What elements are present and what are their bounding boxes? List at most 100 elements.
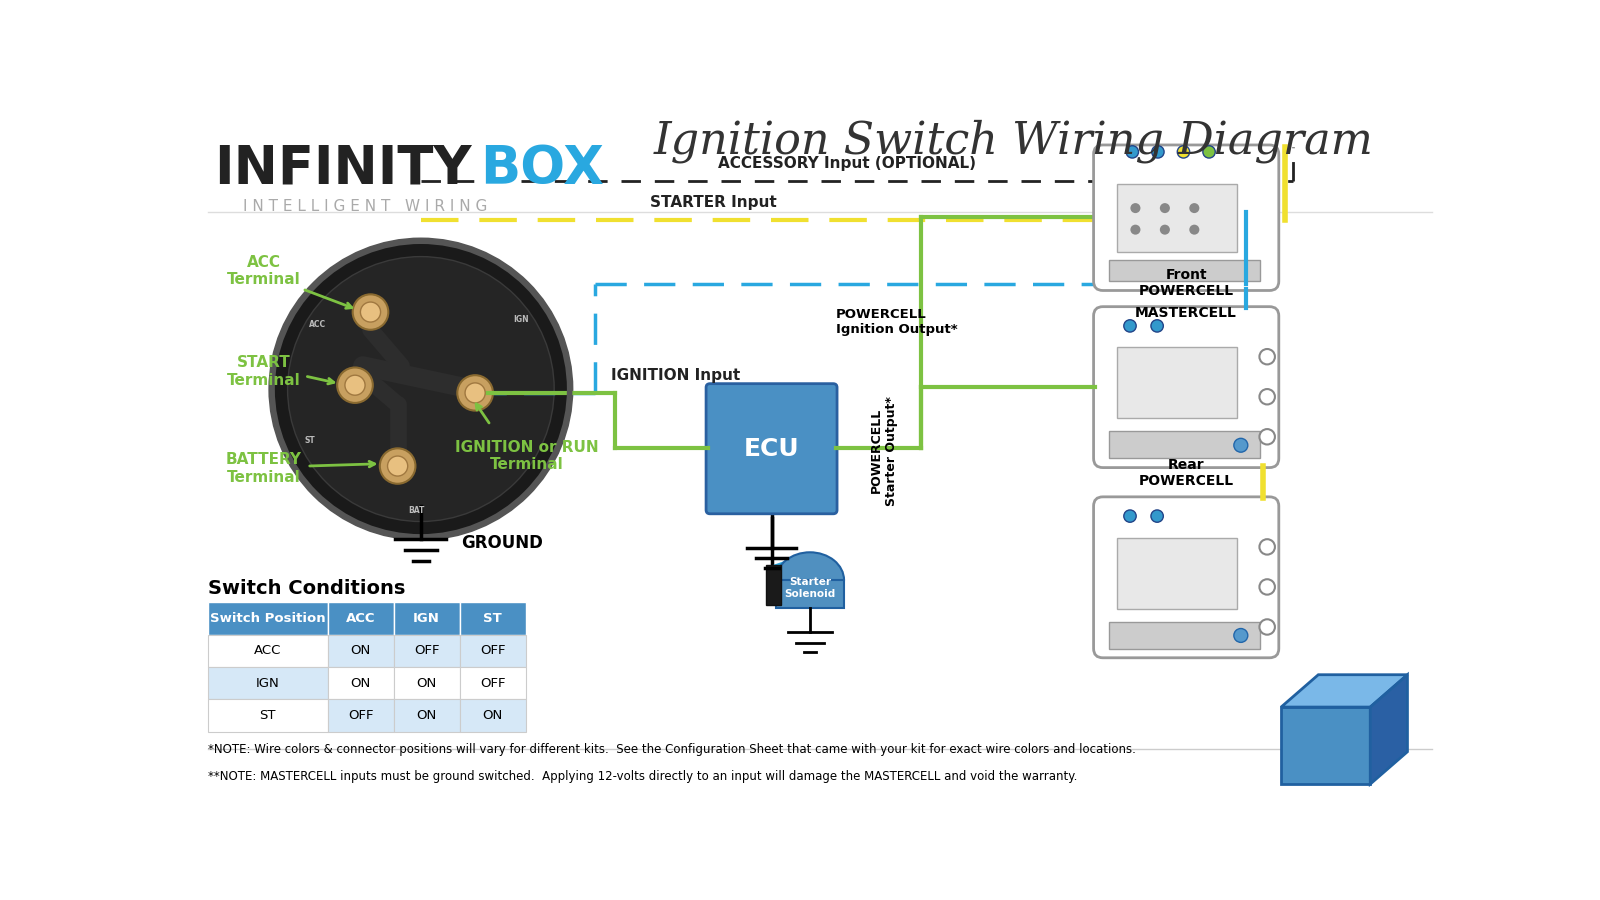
Circle shape	[1234, 438, 1248, 452]
Circle shape	[1178, 146, 1190, 158]
Circle shape	[1130, 203, 1141, 213]
Bar	[328, 634, 394, 667]
Text: Starter
Solenoid: Starter Solenoid	[784, 577, 835, 598]
Circle shape	[1259, 429, 1275, 445]
Circle shape	[1130, 225, 1141, 235]
Circle shape	[1259, 349, 1275, 364]
Text: ACC: ACC	[309, 320, 325, 329]
Text: ST: ST	[483, 612, 502, 625]
Circle shape	[1234, 628, 1248, 643]
Text: Switch Conditions: Switch Conditions	[208, 580, 405, 598]
Text: I N T E L L I G E N T   W I R I N G: I N T E L L I G E N T W I R I N G	[243, 199, 486, 214]
Circle shape	[387, 456, 408, 476]
Circle shape	[270, 238, 573, 539]
Polygon shape	[1282, 707, 1370, 784]
Circle shape	[1189, 203, 1200, 213]
Text: Rear
POWERCELL: Rear POWERCELL	[1139, 458, 1234, 489]
Bar	[1109, 622, 1261, 649]
Text: BOX: BOX	[480, 142, 605, 194]
Bar	[394, 667, 459, 699]
Circle shape	[1123, 320, 1136, 332]
Circle shape	[1160, 225, 1170, 235]
Bar	[1117, 537, 1237, 608]
Text: GROUND: GROUND	[461, 534, 542, 552]
Bar	[208, 699, 328, 732]
Text: OFF: OFF	[414, 644, 440, 657]
Text: MASTERCELL: MASTERCELL	[1136, 306, 1237, 319]
FancyBboxPatch shape	[1093, 497, 1278, 658]
Bar	[394, 699, 459, 732]
Bar	[328, 699, 394, 732]
Text: POWERCELL
Starter Output*: POWERCELL Starter Output*	[869, 396, 898, 506]
Circle shape	[1150, 320, 1163, 332]
Text: OFF: OFF	[480, 677, 506, 689]
Circle shape	[1259, 580, 1275, 595]
Circle shape	[379, 448, 416, 484]
Text: **NOTE: MASTERCELL inputs must be ground switched.  Applying 12-volts directly t: **NOTE: MASTERCELL inputs must be ground…	[208, 770, 1077, 782]
FancyBboxPatch shape	[706, 383, 837, 514]
Circle shape	[1259, 619, 1275, 634]
Circle shape	[1259, 389, 1275, 404]
Bar	[1117, 184, 1237, 252]
Bar	[459, 634, 525, 667]
Circle shape	[1189, 225, 1200, 235]
Text: OFF: OFF	[349, 709, 373, 722]
Circle shape	[1203, 146, 1216, 158]
Text: STARTER Input: STARTER Input	[650, 194, 776, 210]
Text: Ignition Switch Wiring Diagram: Ignition Switch Wiring Diagram	[654, 120, 1374, 163]
Bar	[208, 667, 328, 699]
Circle shape	[466, 382, 485, 403]
Circle shape	[288, 256, 554, 521]
Circle shape	[1150, 510, 1163, 522]
Bar	[328, 602, 394, 634]
Text: ACC: ACC	[346, 612, 376, 625]
FancyBboxPatch shape	[1093, 307, 1278, 468]
Ellipse shape	[776, 553, 845, 608]
Polygon shape	[1282, 675, 1408, 707]
Text: Switch Position: Switch Position	[210, 612, 326, 625]
Text: START
Terminal: START Terminal	[227, 356, 301, 388]
Text: BATTERY
Terminal: BATTERY Terminal	[226, 452, 301, 484]
Text: ACC
Terminal: ACC Terminal	[227, 255, 301, 287]
Circle shape	[1123, 510, 1136, 522]
Text: ECU: ECU	[744, 436, 800, 461]
Text: ON: ON	[416, 677, 437, 689]
Bar	[459, 667, 525, 699]
Bar	[208, 634, 328, 667]
Text: ON: ON	[483, 709, 502, 722]
Text: ACC: ACC	[254, 644, 282, 657]
Text: OFF: OFF	[480, 644, 506, 657]
Circle shape	[338, 367, 373, 403]
Circle shape	[1126, 146, 1139, 158]
Circle shape	[346, 375, 365, 395]
Text: POWERCELL
Ignition Output*: POWERCELL Ignition Output*	[835, 308, 957, 336]
Text: INFINITY: INFINITY	[214, 142, 472, 194]
Bar	[328, 667, 394, 699]
Text: ON: ON	[350, 644, 371, 657]
Circle shape	[352, 294, 389, 329]
Text: IGNITION or RUN
Terminal: IGNITION or RUN Terminal	[456, 440, 598, 472]
Text: Front
POWERCELL: Front POWERCELL	[1139, 268, 1234, 298]
Text: BAT: BAT	[408, 506, 424, 515]
Circle shape	[1152, 146, 1165, 158]
Bar	[394, 602, 459, 634]
Bar	[1109, 431, 1261, 458]
Bar	[459, 602, 525, 634]
Polygon shape	[1370, 675, 1408, 784]
Bar	[394, 634, 459, 667]
Bar	[459, 699, 525, 732]
Text: IGNITION Input: IGNITION Input	[611, 368, 739, 382]
Bar	[208, 602, 328, 634]
Text: ACCESSORY Input (OPTIONAL): ACCESSORY Input (OPTIONAL)	[718, 156, 976, 171]
Bar	[1117, 347, 1237, 419]
Text: ON: ON	[416, 709, 437, 722]
FancyBboxPatch shape	[1093, 145, 1278, 291]
Circle shape	[360, 302, 381, 322]
Text: IGN: IGN	[256, 677, 280, 689]
Bar	[776, 580, 845, 608]
Circle shape	[1160, 203, 1170, 213]
Text: IGN: IGN	[413, 612, 440, 625]
Text: ST: ST	[304, 436, 315, 445]
Circle shape	[458, 375, 493, 410]
Bar	[1109, 260, 1261, 281]
